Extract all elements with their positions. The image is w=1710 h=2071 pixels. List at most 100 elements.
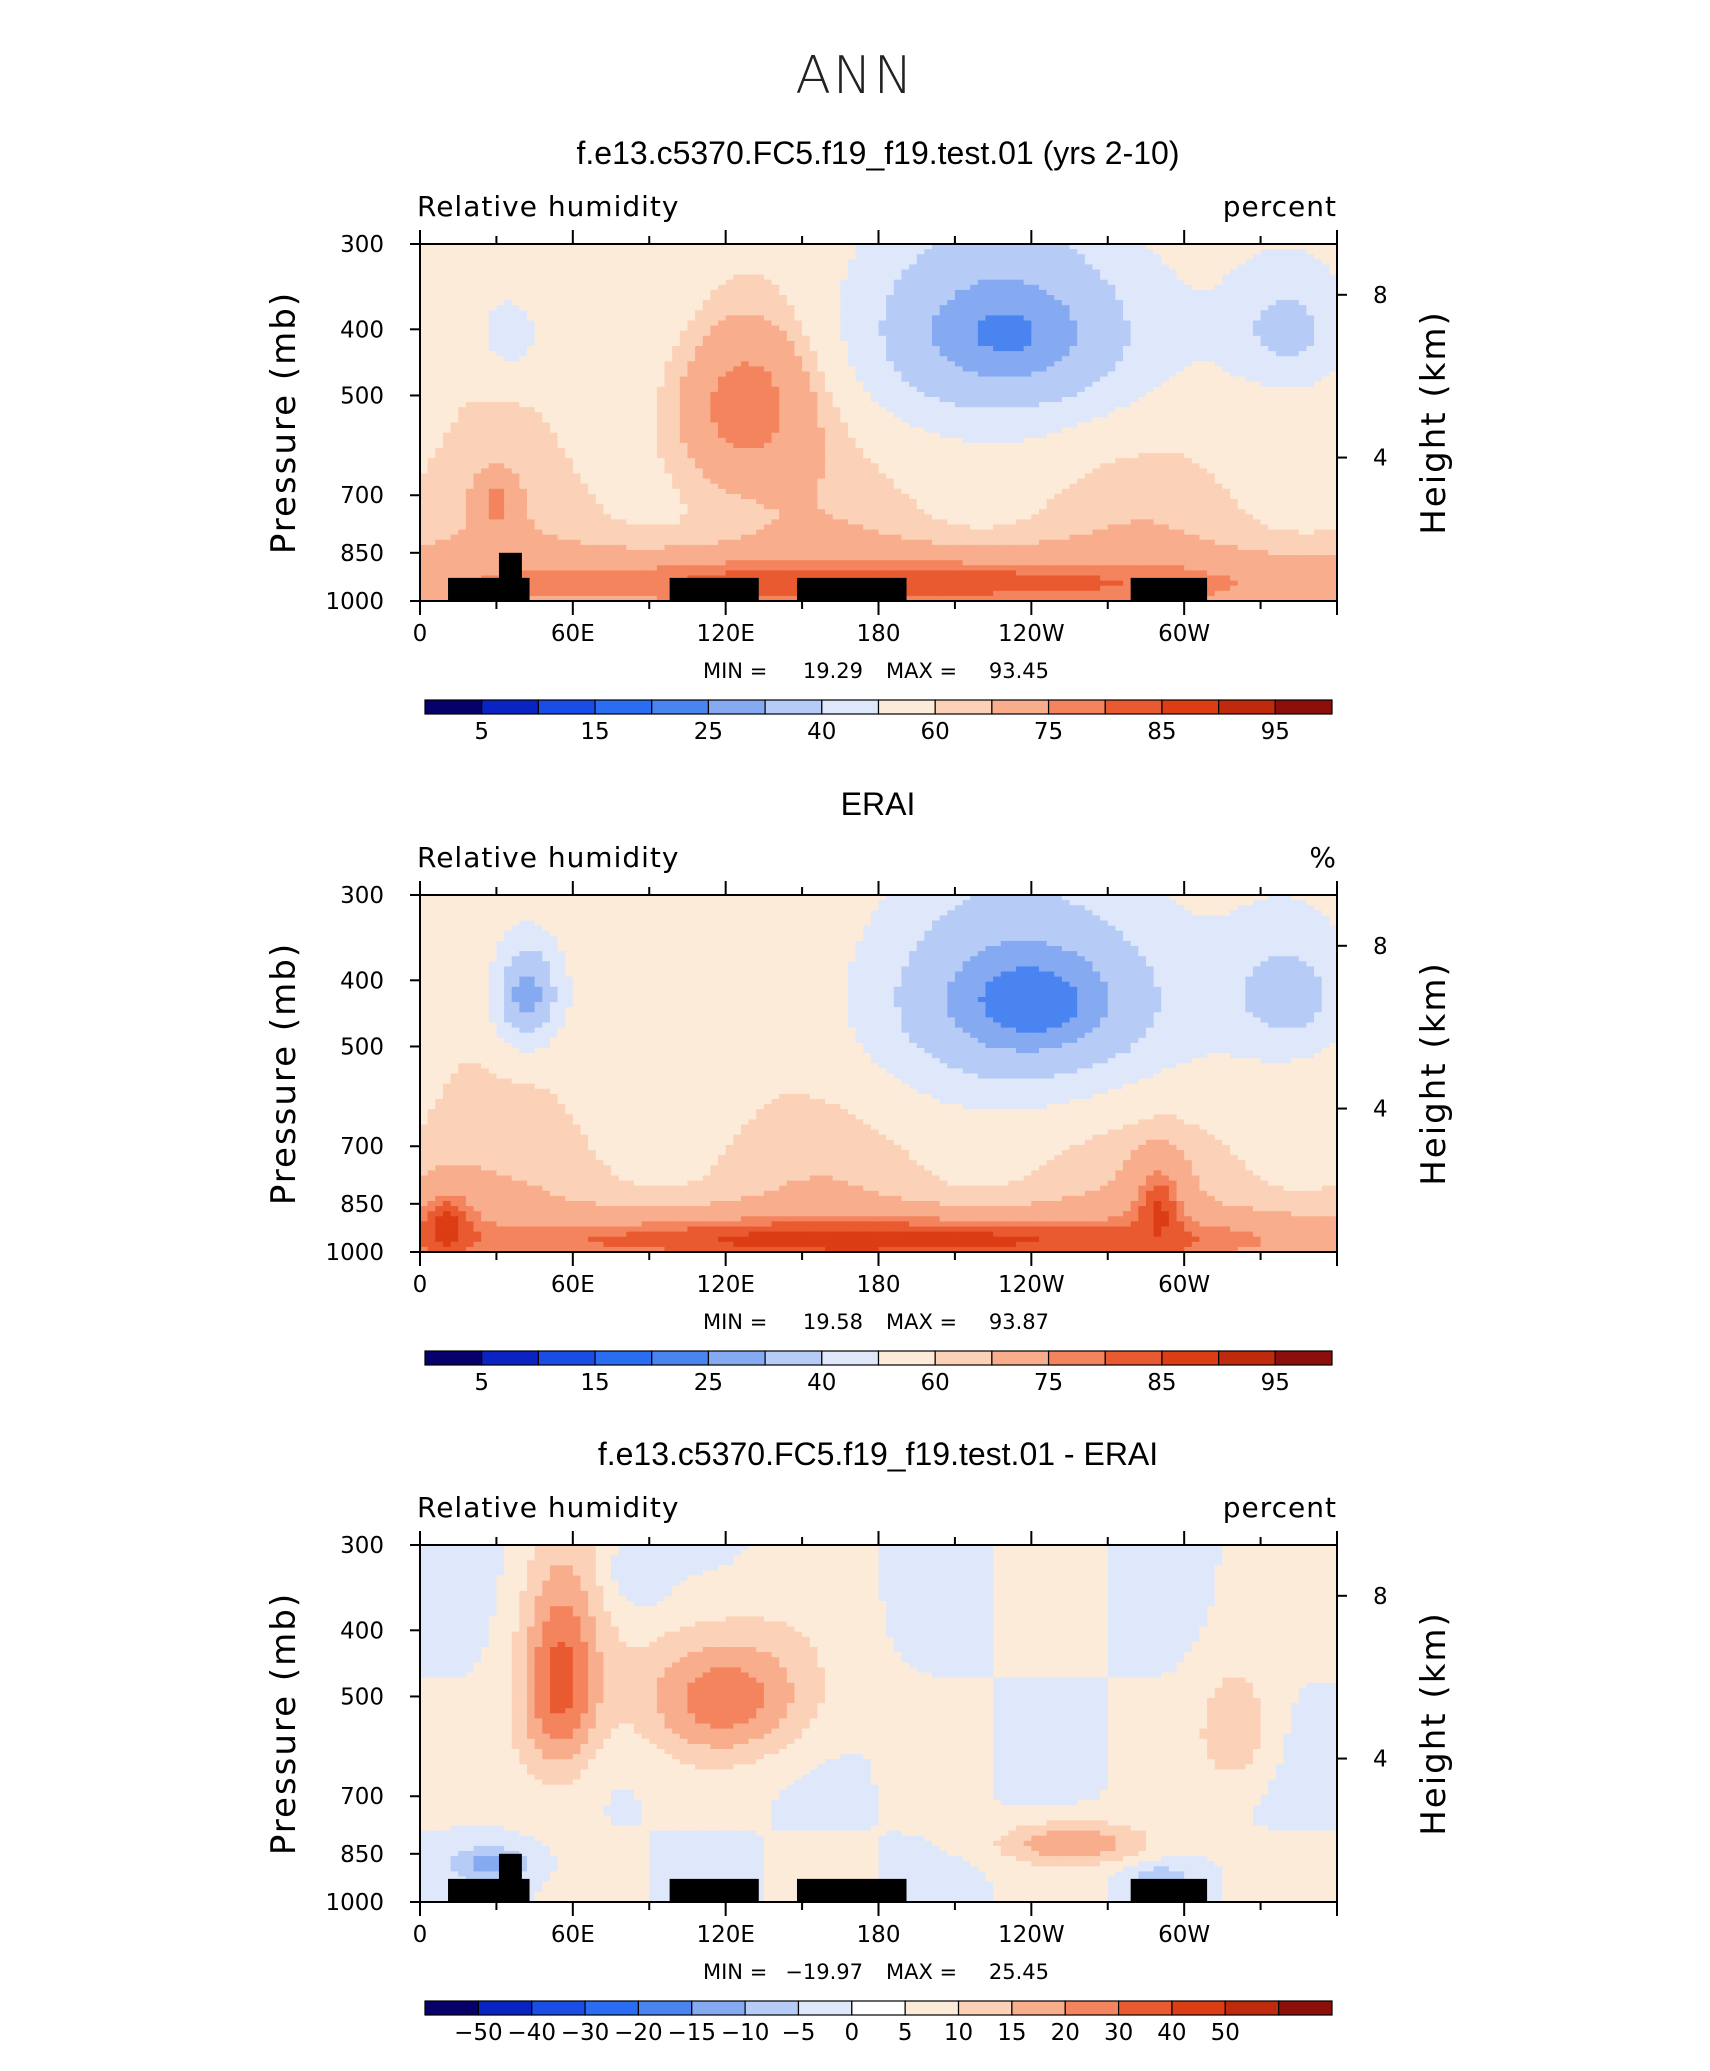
colorbar-label: 5 [474,719,489,745]
x-tick-label: 120E [696,1922,754,1948]
colorbar-label: 10 [944,2020,973,2046]
colorbar-label: 60 [921,1370,950,1396]
x-tick-label: 60E [551,621,595,647]
colorbar-swatch [879,700,936,714]
colorbar-label: 60 [921,719,950,745]
colorbar-swatch [765,700,822,714]
x-tick-label: 180 [857,1272,901,1298]
colorbar-swatch [652,1351,709,1365]
colorbar-label: 15 [580,719,609,745]
heatmap-svg: f.e13.c5370.FC5.f19_f19.test.01 - ERAIRe… [0,1431,1710,2071]
colorbar-label: 40 [1157,2020,1186,2046]
colorbar-label: −5 [782,2020,816,2046]
x-tick-label: 60E [551,1272,595,1298]
terrain-block [670,578,759,601]
y-tick-label: 700 [340,1784,384,1810]
colorbar-swatch [1275,700,1332,714]
x-tick-label: 180 [857,1922,901,1948]
terrain-block [499,553,522,601]
contour-field [420,895,1338,1253]
units-label: percent [1223,190,1337,223]
colorbar-label: 40 [807,1370,836,1396]
colorbar-swatch [478,2001,531,2015]
x-tick-label: 60W [1158,1922,1210,1948]
x-tick-label: 60W [1158,621,1210,647]
colorbar-label: 30 [1104,2020,1133,2046]
colorbar-label: 25 [694,719,723,745]
y-tick-label: 300 [340,232,384,258]
colorbar-swatch [992,700,1049,714]
y-axis-title: Pressure (mb) [264,942,304,1205]
colorbar-swatch [765,1351,822,1365]
terrain-block [797,578,907,601]
x-tick-label: 120E [696,1272,754,1298]
x-tick-label: 60W [1158,1272,1210,1298]
colorbar-swatch [798,2001,851,2015]
x-tick-label: 120W [998,1272,1065,1298]
y2-tick-label: 8 [1373,934,1388,960]
contour-field [420,1545,1338,1903]
y-tick-label: 400 [340,317,384,343]
colorbar-label: 95 [1261,1370,1290,1396]
colorbar-label: 25 [694,1370,723,1396]
units-label: % [1309,841,1337,874]
colorbar-swatch [1219,1351,1276,1365]
colorbar-label: −50 [454,2020,503,2046]
colorbar-swatch [822,700,879,714]
colorbar-label: 15 [997,2020,1026,2046]
max-value: 93.45 [989,659,1049,683]
y-tick-label: 400 [340,968,384,994]
colorbar-swatch [538,1351,595,1365]
colorbar-swatch [595,1351,652,1365]
terrain-block [797,1879,907,1902]
panel-title: f.e13.c5370.FC5.f19_f19.test.01 (yrs 2-1… [577,135,1180,171]
colorbar-label: 75 [1034,1370,1063,1396]
colorbar-swatch [532,2001,585,2015]
colorbar-swatch [482,1351,539,1365]
y2-tick-label: 4 [1373,1097,1388,1123]
y-tick-label: 300 [340,883,384,909]
y-tick-label: 850 [340,1842,384,1868]
max-value: 93.87 [989,1310,1049,1334]
colorbar-swatch [935,1351,992,1365]
y-tick-label: 1000 [325,589,384,615]
y-tick-label: 700 [340,1134,384,1160]
colorbar-swatch [1225,2001,1278,2015]
colorbar-label: 50 [1211,2020,1240,2046]
y-axis-title: Pressure (mb) [264,291,304,554]
colorbar-swatch [992,1351,1049,1365]
y2-tick-label: 8 [1373,283,1388,309]
colorbar-swatch [1065,2001,1118,2015]
colorbar-label: 0 [845,2020,860,2046]
y-tick-label: 500 [340,383,384,409]
max-label: MAX = [886,1960,957,1984]
y2-tick-label: 4 [1373,446,1388,472]
units-label: percent [1223,1491,1337,1524]
y-tick-label: 300 [340,1533,384,1559]
y2-axis-title: Height (km) [1414,1611,1454,1836]
colorbar-label: 95 [1261,719,1290,745]
x-tick-label: 0 [413,1922,428,1948]
colorbar-swatch [1049,700,1106,714]
panel-title: ERAI [841,786,916,822]
panel-model: f.e13.c5370.FC5.f19_f19.test.01 (yrs 2-1… [0,130,1710,770]
colorbar-swatch [822,1351,879,1365]
colorbar [425,700,1332,714]
x-tick-label: 120E [696,621,754,647]
colorbar-swatch [1012,2001,1065,2015]
min-value: 19.58 [803,1310,863,1334]
colorbar [425,1351,1332,1365]
max-value: 25.45 [989,1960,1049,1984]
colorbar-swatch [1219,700,1276,714]
colorbar-label: −30 [561,2020,610,2046]
colorbar-swatch [1172,2001,1225,2015]
colorbar-label: −10 [721,2020,770,2046]
colorbar-swatch [1275,1351,1332,1365]
heatmap-svg: f.e13.c5370.FC5.f19_f19.test.01 (yrs 2-1… [0,130,1710,770]
colorbar-label: 40 [807,719,836,745]
colorbar-label: 75 [1034,719,1063,745]
colorbar-swatch [595,700,652,714]
colorbar-swatch [692,2001,745,2015]
